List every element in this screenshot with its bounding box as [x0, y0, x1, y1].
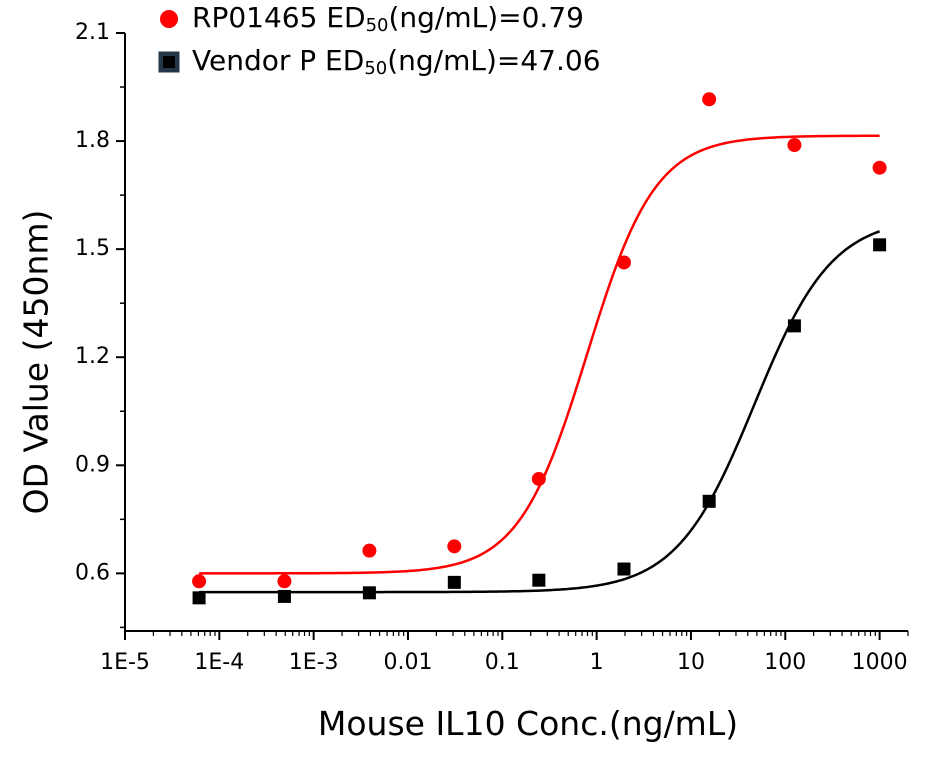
y-tick-label: 1.8: [75, 128, 110, 153]
point-rp01465: [616, 255, 631, 270]
point-rp01465: [277, 574, 292, 589]
point-vendor-p: [787, 319, 801, 333]
data-points: [192, 92, 887, 605]
point-vendor-p: [277, 589, 291, 603]
point-vendor-p: [873, 238, 887, 252]
point-rp01465: [531, 471, 546, 486]
x-tick-label: 1000: [852, 650, 908, 675]
legend: RP01465 ED50(ng/mL)=0.79 Vendor P ED50(ng…: [158, 1, 601, 79]
point-vendor-p: [532, 573, 546, 587]
point-vendor-p: [702, 494, 716, 508]
point-rp01465: [362, 543, 377, 558]
point-vendor-p: [362, 586, 376, 600]
x-tick-label: 0.1: [485, 650, 520, 675]
point-rp01465: [872, 160, 887, 175]
point-rp01465: [447, 539, 462, 554]
x-tick-label: 100: [764, 650, 806, 675]
x-tick-label: 0.01: [383, 650, 432, 675]
x-tick-label: 1: [590, 650, 604, 675]
x-tick-label: 1E-5: [100, 650, 150, 675]
legend-marker-rp01465: [160, 10, 178, 28]
legend-marker-inner: [163, 56, 175, 68]
legend-label-vendor-p: Vendor P ED50(ng/mL)=47.06: [192, 44, 601, 79]
fit-curves: [199, 134, 881, 594]
y-axis-title: OD Value (450nm): [17, 210, 56, 515]
point-rp01465: [787, 138, 802, 153]
fit-curve-rp01465: [199, 134, 880, 575]
x-tick-label: 10: [677, 650, 705, 675]
point-vendor-p: [617, 562, 631, 576]
y-tick-label: 1.2: [75, 344, 110, 369]
point-vendor-p: [192, 591, 206, 605]
axes-layer: 0.6 0.9 1.2 1.5 1.8 2.1 1E-5 1E-4 1E-3 0.01 0.1 1 10…: [75, 20, 909, 675]
y-tick-label: 0.6: [75, 560, 110, 585]
x-axis-title: Mouse IL10 Conc.(ng/mL): [318, 704, 738, 743]
fit-curve-vendor-p: [199, 230, 881, 594]
y-tick-label: 0.9: [75, 452, 110, 477]
y-tick-label: 2.1: [75, 20, 110, 45]
point-rp01465: [192, 574, 207, 589]
point-rp01465: [702, 92, 717, 107]
point-vendor-p: [447, 575, 461, 589]
x-tick-label: 1E-3: [289, 650, 339, 675]
legend-label-rp01465: RP01465 ED50(ng/mL)=0.79: [192, 1, 584, 36]
x-tick-label: 1E-4: [194, 650, 244, 675]
y-tick-label: 1.5: [75, 236, 110, 261]
